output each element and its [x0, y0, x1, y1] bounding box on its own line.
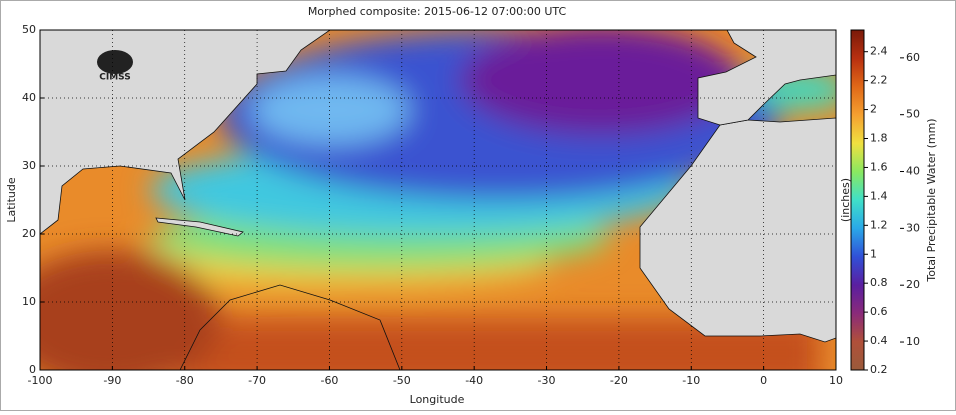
colorbar-tick-label-mm: 40: [906, 165, 920, 178]
colorbar-tick-label-inches: 0.8: [870, 276, 888, 289]
colorbar-tick-label-mm: 60: [906, 51, 920, 64]
title: Morphed composite: 2015-06-12 07:00:00 U…: [308, 5, 567, 18]
colorbar: [850, 29, 865, 371]
x-tick-label: -30: [538, 374, 556, 387]
x-tick-label: -50: [393, 374, 411, 387]
colorbar-tick-label-inches: 1.4: [870, 189, 888, 202]
colorbar-tick-label-inches: 2.4: [870, 45, 888, 58]
colorbar-tick-label-inches: 0.2: [870, 363, 888, 376]
colorbar-tick-label-inches: 0.6: [870, 305, 888, 318]
y-tick-label: 10: [22, 295, 36, 308]
x-tick-label: -70: [248, 374, 266, 387]
colorbar-label: Total Precipitable Water (mm): [925, 118, 938, 282]
y-tick-label: 0: [29, 363, 36, 376]
x-tick-label: -80: [176, 374, 194, 387]
x-tick-label: -90: [103, 374, 121, 387]
y-tick-label: 50: [22, 23, 36, 36]
y-tick-label: 20: [22, 227, 36, 240]
colorbar-tick-label-mm: 10: [906, 335, 920, 348]
colorbar-tick-label-inches: 1.6: [870, 160, 888, 173]
y-tick-label: 30: [22, 159, 36, 172]
x-tick-label: -40: [465, 374, 483, 387]
x-tick-label: 0: [760, 374, 767, 387]
colorbar-tick-label-mm: 50: [906, 108, 920, 121]
colorbar-tick-label-inches: 1.8: [870, 132, 888, 145]
y-tick-label: 40: [22, 91, 36, 104]
colorbar-tick-label-inches: 2: [870, 103, 877, 116]
colorbar-inner-label: (inches): [839, 178, 852, 222]
plot-border: [39, 29, 837, 371]
logo-text: CIMSS: [99, 73, 130, 83]
north-america: [40, 30, 331, 235]
colorbar-tick-label-mm: 30: [906, 221, 920, 234]
x-tick-label: -10: [682, 374, 700, 387]
x-tick-label: -60: [320, 374, 338, 387]
cuba: [155, 217, 244, 237]
x-tick-label: 10: [829, 374, 843, 387]
europe: [690, 30, 836, 126]
x-axis-label: Longitude: [410, 393, 465, 406]
colorbar-tick-label-mm: 20: [906, 278, 920, 291]
south-america: [179, 284, 401, 370]
colorbar-tick-label-inches: 0.4: [870, 334, 888, 347]
colorbar-tick-label-inches: 1.2: [870, 218, 888, 231]
logo: CIMSS: [97, 50, 133, 83]
colorbar-tick-label-inches: 1: [870, 247, 877, 260]
x-tick-label: -100: [28, 374, 53, 387]
x-tick-label: -20: [610, 374, 628, 387]
colorbar-tick-label-inches: 2.2: [870, 74, 888, 87]
imagery: [40, 30, 836, 370]
y-axis-label: Latitude: [5, 177, 18, 223]
